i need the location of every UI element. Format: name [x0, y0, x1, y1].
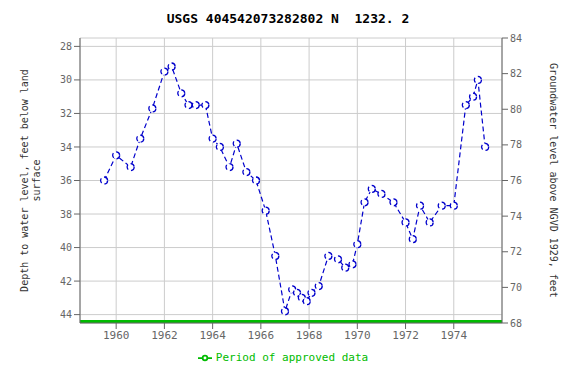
svg-text:82: 82 — [510, 68, 522, 79]
svg-text:80: 80 — [510, 104, 522, 115]
svg-text:42: 42 — [60, 276, 72, 287]
svg-text:36: 36 — [60, 175, 72, 186]
html-text:Period of approved data: Period of approved data — [215, 351, 369, 364]
svg-text:78: 78 — [510, 139, 522, 150]
svg-text:1970: 1970 — [344, 329, 371, 342]
svg-text:70: 70 — [510, 282, 522, 293]
svg-text:1962: 1962 — [151, 329, 178, 342]
svg-text:28: 28 — [60, 41, 72, 52]
svg-text:32: 32 — [60, 108, 72, 119]
svg-text:1974: 1974 — [441, 329, 468, 342]
svg-text:1966: 1966 — [248, 329, 275, 342]
svg-text:84: 84 — [510, 33, 522, 44]
svg-text:74: 74 — [510, 211, 522, 222]
svg-text:1964: 1964 — [199, 329, 226, 342]
svg-text:30: 30 — [60, 74, 72, 85]
svg-text:1968: 1968 — [296, 329, 323, 342]
svg-text:68: 68 — [510, 318, 522, 329]
svg-text:44: 44 — [60, 309, 72, 320]
svg-text:38: 38 — [60, 209, 72, 220]
svg-text:76: 76 — [510, 175, 522, 186]
svg-text:34: 34 — [60, 142, 72, 153]
svg-text:72: 72 — [510, 246, 522, 257]
svg-text:1960: 1960 — [103, 329, 130, 342]
svg-text:Depth to water level, feet bel: Depth to water level, feet below landsur… — [19, 69, 42, 292]
svg-text:1972: 1972 — [392, 329, 419, 342]
svg-text:Groundwater level above NGVD 1: Groundwater level above NGVD 1929, feet — [548, 63, 559, 298]
html-text:USGS 404542073282802 N 1232. 2: USGS 404542073282802 N 1232. 2 — [166, 11, 410, 26]
svg-text:40: 40 — [60, 242, 72, 253]
